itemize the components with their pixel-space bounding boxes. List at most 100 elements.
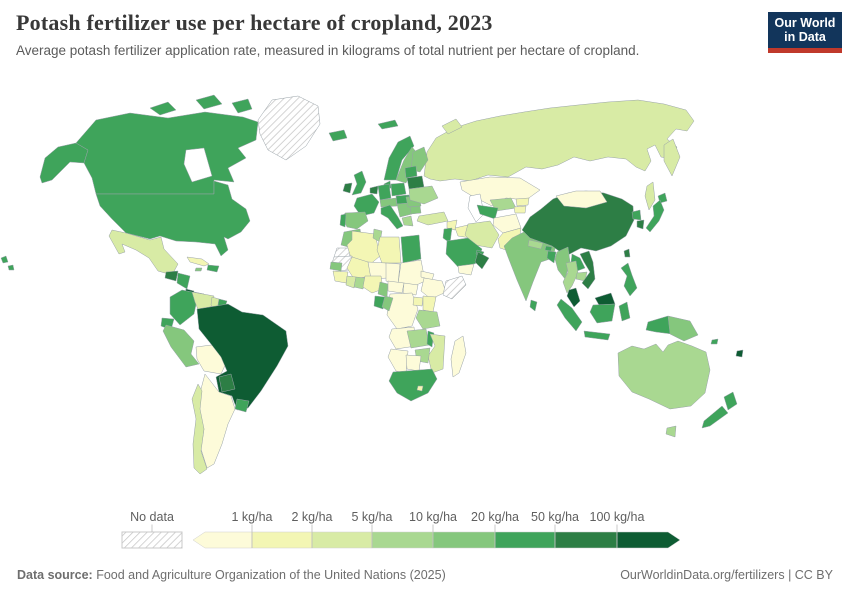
country-shape[interactable] bbox=[521, 190, 635, 257]
country-shape[interactable] bbox=[176, 272, 191, 290]
country-shape[interactable] bbox=[562, 260, 579, 294]
country-shape[interactable] bbox=[342, 211, 369, 230]
country-shape[interactable] bbox=[401, 215, 414, 227]
country-shape[interactable] bbox=[446, 219, 458, 231]
country-shape[interactable] bbox=[701, 405, 729, 429]
country-shape[interactable] bbox=[39, 142, 89, 184]
country-shape[interactable] bbox=[579, 250, 596, 290]
country-shape[interactable] bbox=[422, 295, 437, 313]
country-shape[interactable] bbox=[379, 197, 398, 208]
country-shape[interactable] bbox=[404, 165, 418, 179]
country-shape[interactable] bbox=[195, 94, 223, 110]
country-shape[interactable] bbox=[735, 349, 744, 358]
country-shape[interactable] bbox=[377, 119, 399, 130]
country-shape[interactable] bbox=[388, 368, 438, 402]
country-shape[interactable] bbox=[513, 205, 527, 214]
country-shape[interactable] bbox=[400, 234, 422, 264]
country-shape[interactable] bbox=[665, 425, 677, 438]
country-shape[interactable] bbox=[474, 251, 490, 270]
country-shape[interactable] bbox=[377, 183, 392, 201]
country-shape[interactable] bbox=[450, 335, 467, 378]
country-shape[interactable] bbox=[527, 239, 544, 250]
country-shape[interactable] bbox=[353, 276, 366, 290]
country-shape[interactable] bbox=[75, 111, 259, 195]
country-shape[interactable] bbox=[390, 182, 407, 197]
country-shape[interactable] bbox=[645, 315, 673, 335]
country-shape[interactable] bbox=[196, 303, 289, 411]
country-shape[interactable] bbox=[342, 182, 353, 194]
country-shape[interactable] bbox=[406, 175, 425, 190]
country-shape[interactable] bbox=[231, 98, 253, 114]
country-shape[interactable] bbox=[194, 267, 203, 272]
country-shape[interactable] bbox=[663, 138, 681, 177]
country-shape[interactable] bbox=[583, 330, 611, 341]
country-shape[interactable] bbox=[416, 211, 449, 226]
country-shape[interactable] bbox=[351, 170, 367, 196]
country-shape[interactable] bbox=[164, 270, 179, 282]
country-shape[interactable] bbox=[556, 298, 583, 332]
country-shape[interactable] bbox=[618, 301, 631, 322]
country-shape[interactable] bbox=[234, 398, 250, 413]
country-shape[interactable] bbox=[566, 287, 581, 308]
country-shape[interactable] bbox=[423, 99, 695, 182]
country-shape[interactable] bbox=[412, 296, 424, 307]
owid-url-license[interactable]: OurWorldinData.org/fertilizers | CC BY bbox=[620, 568, 833, 582]
country-shape[interactable] bbox=[0, 255, 9, 264]
country-shape[interactable] bbox=[405, 354, 422, 372]
country-shape[interactable] bbox=[387, 348, 409, 374]
country-shape[interactable] bbox=[555, 190, 608, 209]
country-shape[interactable] bbox=[362, 275, 384, 294]
owid-logo[interactable]: Our World in Data bbox=[768, 12, 842, 53]
country-shape[interactable] bbox=[529, 299, 538, 312]
country-shape[interactable] bbox=[380, 204, 404, 230]
country-shape[interactable] bbox=[723, 391, 738, 411]
country-shape[interactable] bbox=[645, 199, 665, 233]
country-shape[interactable] bbox=[620, 262, 638, 297]
country-shape[interactable] bbox=[644, 181, 656, 211]
country-shape[interactable] bbox=[594, 292, 616, 306]
country-shape[interactable] bbox=[406, 328, 430, 349]
country-shape[interactable] bbox=[186, 256, 210, 267]
country-shape[interactable] bbox=[328, 129, 348, 142]
country-shape[interactable] bbox=[416, 385, 424, 392]
country-shape[interactable] bbox=[631, 209, 642, 221]
country-shape[interactable] bbox=[442, 275, 467, 300]
country-shape[interactable] bbox=[369, 185, 379, 195]
country-shape[interactable] bbox=[149, 101, 177, 116]
country-shape[interactable] bbox=[7, 264, 15, 271]
country-shape[interactable] bbox=[381, 295, 394, 312]
country-shape[interactable] bbox=[108, 229, 179, 276]
country-shape[interactable] bbox=[667, 315, 699, 342]
country-shape[interactable] bbox=[636, 219, 645, 230]
country-shape[interactable] bbox=[386, 292, 419, 330]
country-shape[interactable] bbox=[206, 264, 220, 273]
country-shape[interactable] bbox=[332, 270, 349, 284]
country-shape[interactable] bbox=[387, 280, 405, 294]
country-shape[interactable] bbox=[544, 245, 553, 252]
country-shape[interactable] bbox=[457, 263, 475, 276]
country-shape[interactable] bbox=[402, 282, 419, 296]
country-shape[interactable] bbox=[409, 205, 422, 215]
country-shape[interactable] bbox=[339, 213, 347, 228]
country-shape[interactable] bbox=[617, 340, 711, 410]
country-shape[interactable] bbox=[353, 193, 380, 217]
country-shape[interactable] bbox=[464, 220, 500, 249]
country-shape[interactable] bbox=[589, 303, 616, 324]
country-shape[interactable] bbox=[420, 277, 447, 300]
country-shape[interactable] bbox=[623, 248, 631, 258]
country-shape[interactable] bbox=[710, 338, 719, 345]
country-shape[interactable] bbox=[218, 373, 236, 393]
country-shape[interactable] bbox=[162, 324, 200, 368]
country-shape[interactable] bbox=[257, 95, 321, 161]
country-shape[interactable] bbox=[408, 185, 439, 205]
country-shape[interactable] bbox=[191, 383, 208, 475]
country-shape[interactable] bbox=[329, 261, 343, 272]
country-shape[interactable] bbox=[169, 289, 198, 326]
country-shape[interactable] bbox=[345, 275, 357, 289]
country-shape[interactable] bbox=[383, 135, 415, 181]
country-shape[interactable] bbox=[546, 250, 557, 264]
country-shape[interactable] bbox=[515, 197, 530, 207]
country-shape[interactable] bbox=[95, 180, 251, 257]
country-shape[interactable] bbox=[376, 236, 402, 264]
country-shape[interactable] bbox=[415, 309, 441, 330]
